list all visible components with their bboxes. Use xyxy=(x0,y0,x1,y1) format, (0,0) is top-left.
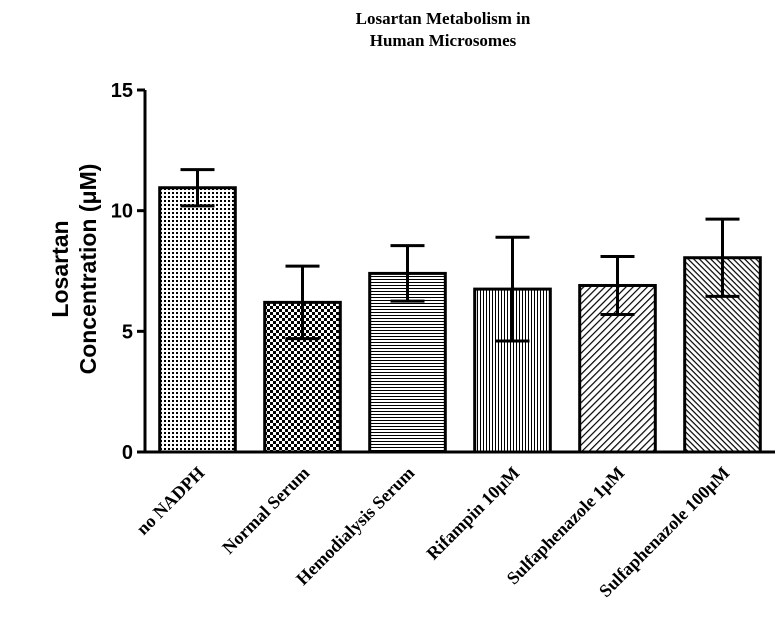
y-axis-label-line-1: Losartan xyxy=(47,220,73,317)
y-axis-label-line-2: Concentration (μM) xyxy=(75,164,101,375)
x-tick-label: Normal Serum xyxy=(218,463,313,558)
y-tick-label: 15 xyxy=(111,80,133,102)
x-tick-label: no NADPH xyxy=(132,463,208,539)
x-tick-label: Rifampin 10μM xyxy=(422,463,523,564)
y-tick-label: 10 xyxy=(111,201,133,223)
chart-title-line-1: Losartan Metabolism in xyxy=(356,9,531,28)
chart-title-line-2: Human Microsomes xyxy=(370,31,517,50)
bar xyxy=(158,186,237,454)
y-tick-label: 0 xyxy=(122,442,133,464)
x-tick-label: Hemodialysis Serum xyxy=(292,463,418,589)
y-tick-label: 5 xyxy=(122,321,133,343)
x-tick-label: Sulfaphenazole 1μM xyxy=(503,463,629,589)
